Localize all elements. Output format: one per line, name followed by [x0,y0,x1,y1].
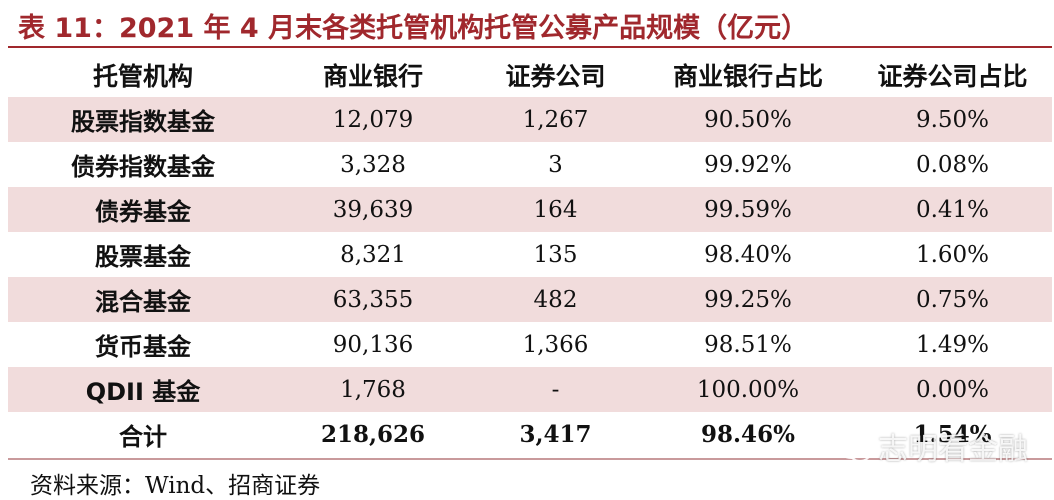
row-label: 债券指数基金 [71,153,215,181]
table-cell: 99.25% [643,277,853,322]
table-cell: 1.60% [915,241,990,268]
row-label: QDII 基金 [8,367,278,412]
watermark-text: 志明看金融 [878,432,1028,467]
table-row: 债券指数基金 3,328 3 99.92% 0.08% [8,142,1052,187]
table-cell: 99.92% [704,151,792,178]
table-cell: 482 [468,277,643,322]
table-cell: 8,321 [340,241,406,268]
row-label: 货币基金 [95,333,191,361]
table-cell: 1,768 [278,367,468,412]
table-cell: 1,267 [468,97,643,142]
row-label: 混合基金 [8,277,278,322]
row-label: 股票指数基金 [8,97,278,142]
table-cell: 100.00% [643,367,853,412]
row-label: 合计 [119,423,167,451]
table-row: 股票基金 8,321 135 98.40% 1.60% [8,232,1052,277]
column-header: 证券公司 [505,61,606,91]
title-divider [8,46,1052,48]
row-label: 股票基金 [95,243,191,271]
row-label: 债券基金 [8,187,278,232]
table-cell: 0.00% [853,367,1052,412]
source-note: 资料来源：Wind、招商证券 [30,473,321,499]
table-cell: 98.51% [704,331,792,358]
table-cell: 3,328 [340,151,406,178]
table-cell: 98.40% [704,241,792,268]
table-row: 债券基金 39,639 164 99.59% 0.41% [8,187,1052,232]
column-header: 商业银行 [322,61,423,91]
table-row: 混合基金 63,355 482 99.25% 0.75% [8,277,1052,322]
table-cell: 9.50% [853,97,1052,142]
table-cell: 135 [533,241,578,268]
table-cell: 1,366 [522,331,589,358]
table-row: QDII 基金 1,768 - 100.00% 0.00% [8,367,1052,412]
wechat-icon [839,438,871,462]
column-header: 证券公司占比 [877,61,1028,91]
header-row: 托管机构 商业银行 证券公司 商业银行占比 证券公司占比 [8,52,1052,97]
table-cell: 3 [548,151,563,178]
table-cell: 1.54% [913,421,992,448]
table-cell: 0.08% [915,151,990,178]
table-cell: 98.46% [701,421,795,448]
table-cell: 0.41% [853,187,1052,232]
table-title: 表 11：2021 年 4 月末各类托管机构托管公募产品规模（亿元） [18,13,809,44]
table-cell: 164 [468,187,643,232]
table-cell: 39,639 [278,187,468,232]
table-cell: 218,626 [320,421,426,448]
watermark: 志明看金融 [838,424,1028,468]
table-cell: 1.49% [915,331,990,358]
table-row: 货币基金 90,136 1,366 98.51% 1.49% [8,322,1052,367]
table-cell: 99.59% [643,187,853,232]
table-cell: 12,079 [278,97,468,142]
table-cell: 63,355 [278,277,468,322]
total-row: 合计 218,626 3,417 98.46% 1.54% [8,412,1052,457]
table-cell: 0.75% [853,277,1052,322]
table-bottom-divider [8,458,1052,460]
column-header: 商业银行占比 [672,61,823,91]
table-row: 股票指数基金 12,079 1,267 90.50% 9.50% [8,97,1052,142]
table-cell: 90.50% [643,97,853,142]
column-header: 托管机构 [92,61,193,91]
table-cell: 3,417 [519,421,592,448]
table-cell: - [468,367,643,412]
table-cell: 90,136 [332,331,414,358]
custody-scale-table: 托管机构 商业银行 证券公司 商业银行占比 证券公司占比 股票指数基金 12,0… [8,52,1052,457]
